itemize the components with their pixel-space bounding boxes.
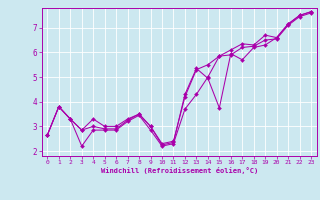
X-axis label: Windchill (Refroidissement éolien,°C): Windchill (Refroidissement éolien,°C) [100,167,258,174]
